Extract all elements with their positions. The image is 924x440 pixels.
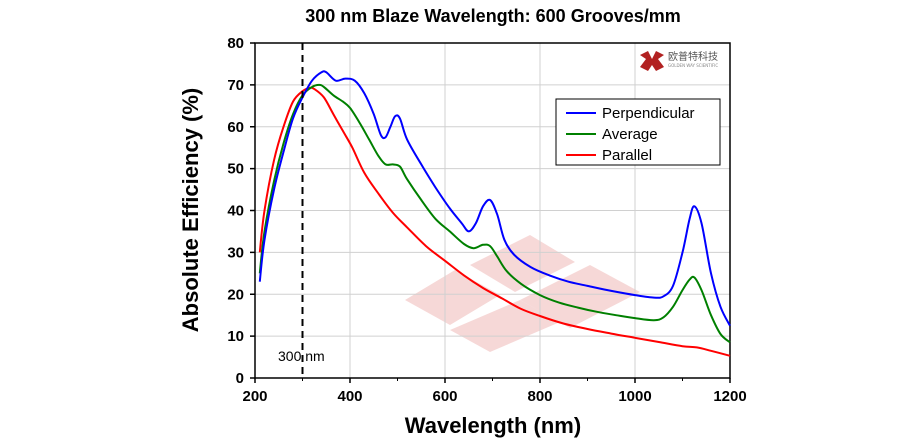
series-line-parallel [258,86,731,357]
series-lines [258,70,731,357]
legend-label-average: Average [602,126,658,143]
logo-mark-icon [640,51,664,71]
x-tick-labels: 200 400 600 800 1000 1200 [242,388,746,405]
logo-brand-text: 欧普特科技 [668,50,718,63]
axis-ticks [250,42,731,383]
y-tick-label: 10 [227,328,244,345]
series-line-average [258,83,731,344]
blaze-wavelength-label: 300 nm [278,348,325,364]
y-axis-title: Absolute Efficiency (%) [178,88,203,332]
x-tick-label: 600 [432,388,457,405]
x-tick-label: 1200 [713,388,746,405]
y-tick-label: 30 [227,244,244,261]
logo-tagline: GOLDEN WAY SCIENTIFIC [668,63,718,68]
y-tick-label: 50 [227,161,244,178]
legend-label-parallel: Parallel [602,147,652,164]
y-tick-label: 70 [227,77,244,94]
y-tick-labels: 0 10 20 30 40 50 60 70 80 [227,35,244,387]
company-logo: 欧普特科技 GOLDEN WAY SCIENTIFIC [640,50,718,71]
series-line-perpendicular [258,70,731,327]
x-axis-title: Wavelength (nm) [405,413,581,438]
y-tick-label: 60 [227,119,244,136]
x-tick-label: 800 [527,388,552,405]
x-tick-label: 200 [242,388,267,405]
legend-label-perpendicular: Perpendicular [602,105,695,122]
y-tick-label: 0 [236,370,244,387]
x-tick-label: 1000 [618,388,651,405]
y-tick-label: 20 [227,286,244,303]
x-tick-label: 400 [337,388,362,405]
y-tick-label: 40 [227,203,244,220]
chart-title: 300 nm Blaze Wavelength: 600 Grooves/mm [305,6,680,26]
legend: Perpendicular Average Parallel [555,98,721,166]
y-tick-label: 80 [227,35,244,52]
